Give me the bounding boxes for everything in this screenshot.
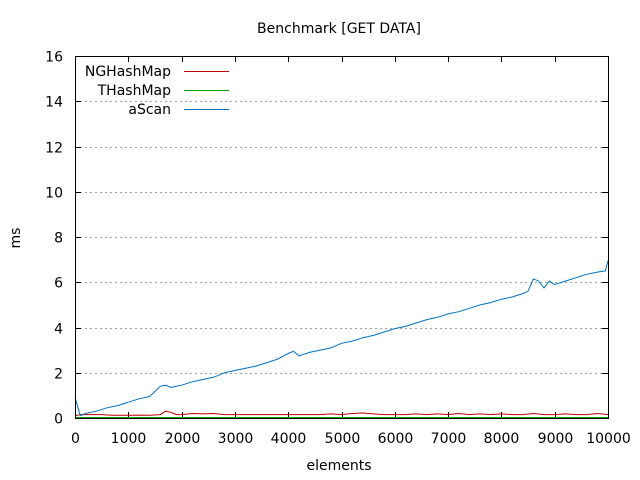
chart-title: Benchmark [GET DATA] [257, 21, 421, 37]
x-tick-label: 8000 [484, 431, 520, 447]
x-tick-label: 10000 [586, 431, 631, 447]
x-tick-label: 4000 [271, 431, 307, 447]
legend-label: NGHashMap [85, 64, 171, 80]
y-tick-label: 0 [54, 412, 63, 428]
y-tick-label: 14 [45, 95, 63, 111]
x-tick-label: 0 [71, 431, 80, 447]
x-tick-label: 9000 [538, 431, 574, 447]
x-tick-label: 2000 [165, 431, 201, 447]
x-tick-labels: 0 1000 2000 3000 4000 5000 6000 7000 8000 9000 100… [71, 431, 631, 447]
y-tick-label: 8 [54, 231, 63, 247]
legend-label: THashMap [97, 83, 171, 99]
plot-frame [75, 56, 609, 419]
x-tick-label: 1000 [111, 431, 147, 447]
legend: NGHashMap THashMap aScan [85, 64, 229, 118]
y-tick-label: 12 [45, 141, 63, 157]
x-tick-label: 5000 [325, 431, 361, 447]
y-tick-label: 4 [54, 322, 63, 338]
x-tick-label: 7000 [431, 431, 467, 447]
y-tick-label: 16 [45, 50, 63, 66]
x-tick-label: 6000 [378, 431, 414, 447]
legend-label: aScan [128, 102, 171, 118]
y-tick-label: 6 [54, 276, 63, 292]
y-tick-label: 10 [45, 186, 63, 202]
y-tick-labels: 0 2 4 6 8 10 12 14 16 [45, 50, 63, 428]
series-lines [74, 260, 609, 418]
series-line-nghashmap [74, 410, 609, 417]
y-axis-title: ms [8, 228, 24, 249]
series-line-ascan [74, 260, 609, 417]
x-tick-label: 3000 [218, 431, 254, 447]
grid-lines [75, 101, 608, 374]
y-tick-label: 2 [54, 367, 63, 383]
x-axis-title: elements [306, 458, 371, 474]
